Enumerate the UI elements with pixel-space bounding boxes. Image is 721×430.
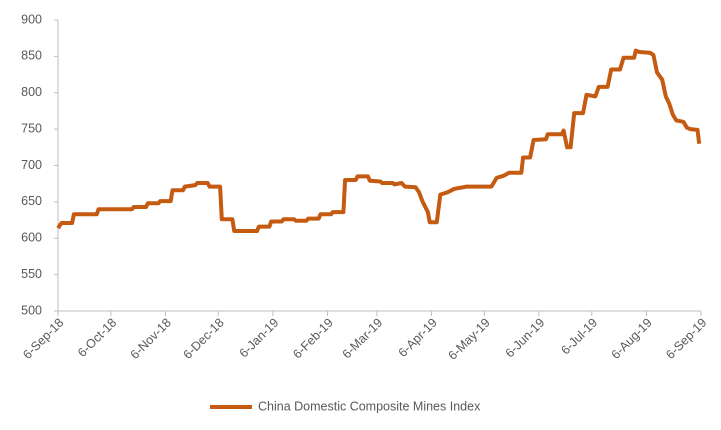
x-tick-label: 6-Jan-19 [237, 316, 282, 361]
y-tick-label: 750 [21, 121, 42, 135]
x-tick-label: 6-Sep-19 [663, 316, 709, 362]
x-tick-label: 6-May-19 [446, 316, 493, 363]
y-tick-label: 850 [21, 49, 42, 63]
x-tick-label: 6-Dec-18 [181, 316, 227, 362]
y-tick-label: 600 [21, 231, 42, 245]
y-tick-label: 500 [21, 303, 42, 317]
x-tick-label: 6-Feb-19 [290, 316, 336, 362]
x-tick-label: 6-Aug-19 [609, 316, 655, 362]
y-tick-label: 700 [21, 158, 42, 172]
y-tick-label: 900 [21, 12, 42, 26]
x-tick-label: 6-Apr-19 [396, 316, 440, 360]
x-tick-label: 6-Nov-18 [128, 316, 174, 362]
legend-label: China Domestic Composite Mines Index [258, 399, 481, 413]
x-tick-label: 6-Sep-18 [20, 316, 66, 362]
y-tick-label: 550 [21, 267, 42, 281]
x-tick-label: 6-Oct-18 [75, 316, 119, 360]
y-tick-label: 650 [21, 194, 42, 208]
x-tick-label: 6-Mar-19 [340, 316, 386, 362]
y-tick-label: 800 [21, 85, 42, 99]
x-tick-label: 6-Jul-19 [558, 316, 600, 358]
x-tick-label: 6-Jun-19 [503, 316, 548, 361]
line-series [56, 48, 702, 233]
